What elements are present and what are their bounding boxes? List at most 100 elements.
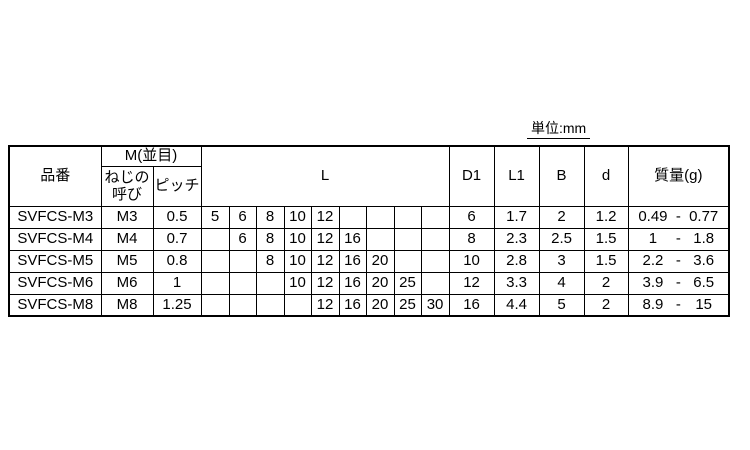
cell-length: 10: [283, 205, 312, 229]
header-part-number: 品番: [8, 145, 102, 207]
mass-range: 2.2-3.6: [633, 252, 725, 271]
cell-mass: 1-1.8: [627, 227, 730, 251]
cell-pitch: 0.5: [152, 205, 202, 229]
cell-length: [200, 271, 230, 295]
cell-length: [420, 249, 450, 273]
cell-length: 16: [338, 271, 367, 295]
cell-l1: 2.3: [493, 227, 540, 251]
cell-l1: 2.8: [493, 249, 540, 273]
cell-length: [200, 227, 230, 251]
mass-separator: -: [675, 273, 681, 291]
cell-d1: 8: [448, 227, 495, 251]
cell-length: 16: [338, 293, 367, 317]
mass-min: 2.2: [642, 251, 664, 269]
mass-separator: -: [675, 207, 681, 225]
cell-mass: 3.9-6.5: [627, 271, 730, 295]
cell-length: [420, 205, 450, 229]
table-row: SVFCS-M4 M4 0.7 6 8 10 12 16 8 2.3 2.5 1.5 1-1.8: [8, 227, 730, 251]
cell-part-number: SVFCS-M4: [8, 227, 102, 251]
cell-length: 16: [338, 227, 367, 251]
table-row: SVFCS-M8 M8 1.25 12 16 20 25 30 16 4.4 5 2 8.9-15: [8, 293, 730, 317]
mass-min: 1: [648, 229, 658, 247]
cell-length: [365, 227, 395, 251]
cell-length: [200, 293, 230, 317]
mass-range: 8.9-15: [633, 296, 725, 315]
header-mass: 質量(g): [627, 145, 730, 207]
cell-length: [283, 293, 312, 317]
header-thread-size: ねじの呼び: [100, 165, 154, 207]
cell-l1: 4.4: [493, 293, 540, 317]
header-pitch: ピッチ: [152, 165, 202, 207]
cell-length: 5: [200, 205, 230, 229]
header-m-group: M(並目): [100, 145, 202, 167]
cell-d1: 12: [448, 271, 495, 295]
header-l1: L1: [493, 145, 540, 207]
cell-length: 12: [310, 293, 340, 317]
mass-range: 0.49-0.77: [633, 208, 725, 227]
cell-pitch: 0.7: [152, 227, 202, 251]
cell-length: 20: [365, 271, 395, 295]
cell-thread-size: M5: [100, 249, 154, 273]
cell-mass: 8.9-15: [627, 293, 730, 317]
cell-length: [393, 249, 422, 273]
cell-b: 4: [538, 271, 585, 295]
cell-length: [228, 271, 257, 295]
cell-pitch: 0.8: [152, 249, 202, 273]
cell-b: 3: [538, 249, 585, 273]
header-b: B: [538, 145, 585, 207]
cell-length: [200, 249, 230, 273]
table-row: SVFCS-M6 M6 1 10 12 16 20 25 12 3.3 4 2 3.9-6.5: [8, 271, 730, 295]
mass-max: 0.77: [689, 207, 719, 225]
table-body: SVFCS-M3 M3 0.5 5 6 8 10 12 6 1.7 2 1.2 0.49-0.77 SVF…: [8, 205, 730, 317]
cell-length: [420, 227, 450, 251]
table-row: SVFCS-M5 M5 0.8 8 10 12 16 20 10 2.8 3 1.5 2.2-3.6: [8, 249, 730, 273]
mass-separator: -: [675, 251, 681, 269]
cell-length: 8: [255, 227, 285, 251]
spec-table: 品番 M(並目) L D1 L1 B d 質量(g) ねじの呼び ピッチ SVF…: [8, 145, 731, 318]
cell-length: 12: [310, 271, 340, 295]
cell-length: 8: [255, 249, 285, 273]
cell-part-number: SVFCS-M5: [8, 249, 102, 273]
mass-max: 1.8: [693, 229, 715, 247]
cell-length: 25: [393, 271, 422, 295]
cell-length: 12: [310, 227, 340, 251]
cell-length: 10: [283, 271, 312, 295]
cell-d1: 16: [448, 293, 495, 317]
unit-label: 単位:mm: [527, 120, 591, 139]
cell-b: 2.5: [538, 227, 585, 251]
cell-pitch: 1: [152, 271, 202, 295]
cell-b: 2: [538, 205, 585, 229]
mass-min: 0.49: [638, 207, 668, 225]
mass-range: 3.9-6.5: [633, 274, 725, 293]
mass-separator: -: [675, 229, 681, 247]
cell-length: [255, 293, 285, 317]
cell-length: [393, 205, 422, 229]
cell-part-number: SVFCS-M6: [8, 271, 102, 295]
cell-length: 6: [228, 205, 257, 229]
cell-length: 10: [283, 227, 312, 251]
cell-thread-size: M3: [100, 205, 154, 229]
cell-part-number: SVFCS-M8: [8, 293, 102, 317]
cell-length: 20: [365, 293, 395, 317]
cell-length: [420, 271, 450, 295]
table-row: SVFCS-M3 M3 0.5 5 6 8 10 12 6 1.7 2 1.2 0.49-0.77: [8, 205, 730, 229]
cell-length: 12: [310, 249, 340, 273]
cell-thread-size: M4: [100, 227, 154, 251]
cell-length: 10: [283, 249, 312, 273]
cell-length: 16: [338, 249, 367, 273]
cell-d: 1.2: [583, 205, 629, 229]
cell-l1: 3.3: [493, 271, 540, 295]
cell-d1: 6: [448, 205, 495, 229]
mass-max: 3.6: [693, 251, 715, 269]
header-d1: D1: [448, 145, 495, 207]
cell-length: 8: [255, 205, 285, 229]
mass-min: 3.9: [642, 273, 664, 291]
cell-d1: 10: [448, 249, 495, 273]
cell-length: [255, 271, 285, 295]
cell-length: [228, 249, 257, 273]
mass-max: 15: [695, 295, 713, 313]
mass-range: 1-1.8: [633, 230, 725, 249]
header-length: L: [200, 145, 450, 207]
table-header: 品番 M(並目) L D1 L1 B d 質量(g) ねじの呼び ピッチ: [8, 145, 730, 207]
mass-max: 6.5: [693, 273, 715, 291]
